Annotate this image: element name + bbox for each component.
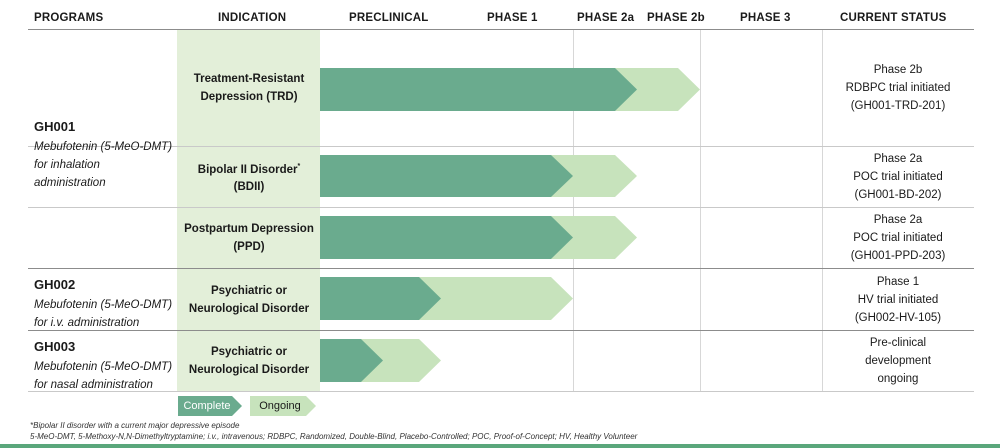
status-line: POC trial initiated — [853, 171, 943, 183]
indication-line: Neurological Disorder — [188, 302, 310, 315]
footnote-marker: * — [297, 162, 301, 170]
status-line: (GH001-PPD-203) — [850, 250, 946, 262]
status-line: Phase 2b — [873, 64, 923, 76]
indication-line: (BDII) — [233, 181, 265, 194]
legend-ongoing-swatch — [250, 396, 316, 416]
complete-bar — [320, 277, 441, 320]
grid-line-phase3 — [700, 29, 701, 391]
status-gh003: Pre-clinical development ongoing — [822, 331, 974, 391]
status-line: RDBPC trial initiated — [845, 82, 951, 94]
grid-line-status — [822, 29, 823, 391]
footnote-bipolar: *Bipolar II disorder with a current majo… — [30, 421, 240, 430]
status-line: Phase 2a — [873, 153, 923, 165]
complete-bar — [320, 155, 573, 197]
indication-gh003: Psychiatric or Neurological Disorder — [178, 331, 320, 391]
complete-bar — [320, 216, 573, 259]
table-bottom-line — [28, 391, 974, 392]
program-code: GH002 — [34, 277, 76, 292]
status-line: HV trial initiated — [857, 293, 939, 306]
header-status: CURRENT STATUS — [840, 12, 947, 24]
status-bdii: Phase 2a POC trial initiated (GH001-BD-202… — [822, 147, 974, 207]
indication-trd: Treatment-Resistant Depression (TRD) — [178, 30, 320, 146]
indication-line: Psychiatric or — [210, 284, 288, 297]
indication-line: Neurological Disorder — [188, 364, 310, 376]
status-line: Phase 2a — [873, 214, 923, 226]
indication-line: Psychiatric or — [210, 346, 288, 358]
complete-bar — [320, 339, 383, 382]
footnote-abbreviations: 5-MeO-DMT, 5-Methoxy-N,N-Dimethyltryptam… — [30, 432, 638, 441]
status-line: (GH002-HV-105) — [854, 311, 942, 324]
program-divider — [28, 330, 974, 331]
complete-bar — [320, 68, 637, 111]
header-phase1: PHASE 1 — [487, 12, 538, 24]
legend-ongoing: Ongoing — [250, 396, 316, 416]
legend-complete-label: Complete — [183, 400, 231, 412]
header-phase3: PHASE 3 — [740, 12, 791, 24]
status-ppd: Phase 2a POC trial initiated (GH001-PPD-20… — [822, 208, 974, 268]
status-line: ongoing — [877, 373, 919, 385]
legend-ongoing-label: Ongoing — [259, 400, 301, 412]
status-line: development — [865, 355, 931, 367]
program-code: GH001 — [34, 119, 76, 134]
program-gh001: GH001 Mebufotenin (5-MeO-DMT) for inhala… — [34, 119, 174, 192]
indication-ppd: Postpartum Depression (PPD) — [178, 208, 320, 268]
indication-line: Depression (TRD) — [200, 91, 298, 103]
status-line: Pre-clinical — [869, 337, 927, 349]
legend-complete-swatch — [178, 396, 242, 416]
header-indication: INDICATION — [218, 12, 287, 24]
indication-line: Bipolar II Disorder — [197, 163, 298, 176]
status-line: Phase 1 — [876, 275, 920, 288]
program-description: Mebufotenin (5-MeO-DMT) for nasal admini… — [34, 361, 173, 391]
indication-line: Treatment-Resistant — [193, 73, 305, 85]
header-phase2b: PHASE 2b — [647, 12, 705, 24]
header-phase2a: PHASE 2a — [577, 12, 635, 24]
bottom-accent-bar — [0, 444, 1000, 448]
row-divider — [28, 146, 974, 147]
program-divider — [28, 268, 974, 269]
status-gh002: Phase 1 HV trial initiated (GH002-HV-105) — [822, 269, 974, 330]
status-trd: Phase 2b RDBPC trial initiated (GH001-TRD-… — [822, 30, 974, 146]
indication-line: (PPD) — [233, 241, 265, 253]
status-line: POC trial initiated — [853, 232, 943, 244]
program-description: Mebufotenin (5-MeO-DMT) for inhalation a… — [34, 141, 173, 189]
header-preclinical: PRECLINICAL — [349, 12, 429, 24]
program-gh002: GH002 Mebufotenin (5-MeO-DMT) for i.v. a… — [34, 277, 174, 332]
program-code: GH003 — [34, 339, 76, 354]
legend-complete: Complete — [178, 396, 242, 416]
header-programs: PROGRAMS — [34, 12, 104, 24]
indication-line: Postpartum Depression — [184, 223, 314, 235]
status-line: (GH001-TRD-201) — [850, 100, 946, 112]
indication-bdii: Bipolar II Disorder* (BDII) — [178, 147, 320, 207]
indication-gh002: Psychiatric or Neurological Disorder — [178, 269, 320, 330]
status-line: (GH001-BD-202) — [854, 189, 942, 201]
header-divider — [28, 29, 974, 30]
grid-line-phase2a — [573, 29, 574, 391]
program-description: Mebufotenin (5-MeO-DMT) for i.v. adminis… — [34, 299, 173, 329]
row-divider — [28, 207, 974, 208]
program-gh003: GH003 Mebufotenin (5-MeO-DMT) for nasal … — [34, 339, 174, 394]
